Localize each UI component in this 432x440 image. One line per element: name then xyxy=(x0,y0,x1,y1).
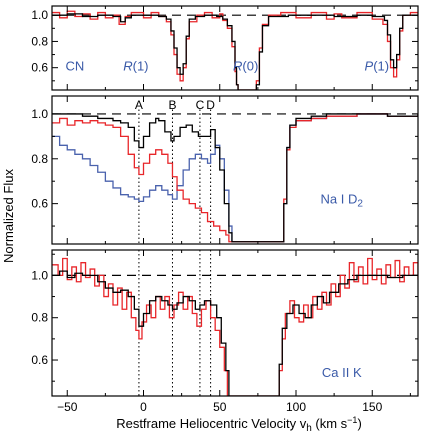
panel-ca-ii-k: 0.6 0.8 1.0 Ca II K xyxy=(31,249,419,397)
y-tick-label: 0.8 xyxy=(31,34,48,48)
label-text: Na I D xyxy=(321,192,358,207)
x-axis-label-exponent: −1 xyxy=(347,415,357,425)
label-text: CN xyxy=(65,58,84,73)
label-subscript: 2 xyxy=(357,199,363,210)
species-label: P(1) xyxy=(365,58,390,73)
spectrum-red xyxy=(52,113,418,243)
plot-frame xyxy=(51,95,419,245)
y-tick-label: 1.0 xyxy=(31,268,48,282)
plot-frame xyxy=(51,5,419,91)
x-axis-label-unit-close: ) xyxy=(357,416,361,431)
y-tick-label: 0.8 xyxy=(31,311,48,325)
x-tick-label: 50 xyxy=(213,400,227,414)
component-label: B xyxy=(168,98,176,112)
component-label: A xyxy=(135,98,143,112)
species-label: R(1) xyxy=(123,58,148,73)
spectrum-black xyxy=(52,13,418,90)
label-level: (1) xyxy=(133,58,149,73)
species-label: R(0) xyxy=(233,58,258,73)
x-axis-label-main: Restframe Heliocentric Velocity v xyxy=(116,416,307,431)
spectrum-red xyxy=(52,257,418,396)
label-branch: R xyxy=(123,58,132,73)
species-label: CN xyxy=(65,58,84,73)
spectrum-red xyxy=(52,10,418,90)
y-tick-label: 0.6 xyxy=(31,197,48,211)
x-tick-label: 150 xyxy=(362,400,382,414)
label-level: (1) xyxy=(373,58,389,73)
panel-cn: 0.60.81.0CN R(1) R(0) P(1) xyxy=(31,5,419,91)
y-tick-label: 0.6 xyxy=(31,353,48,367)
panel-na-d2: A B C D 0.6 0.8 1.0 Na I D2 xyxy=(31,95,419,245)
spectrum-black xyxy=(52,270,418,396)
component-label: C xyxy=(196,98,205,112)
x-tick-label: 0 xyxy=(140,400,147,414)
label-branch: R xyxy=(233,58,242,73)
x-tick-label: −50 xyxy=(57,400,78,414)
plot-frame xyxy=(51,249,419,397)
component-label: D xyxy=(206,98,215,112)
label-branch: P xyxy=(365,58,374,73)
y-tick-label: 1.0 xyxy=(31,107,48,121)
y-tick-label: 1.0 xyxy=(31,8,48,22)
y-tick-label: 0.8 xyxy=(31,152,48,166)
x-tick-labels: −50 0 50 100 150 xyxy=(57,400,383,414)
label-level: (0) xyxy=(242,58,258,73)
species-label: Na I D2 xyxy=(321,192,364,210)
x-tick-label: 100 xyxy=(286,400,306,414)
spectrum-black xyxy=(52,113,418,243)
label-text: Ca II K xyxy=(322,365,362,380)
species-label: Ca II K xyxy=(322,365,362,380)
x-axis-label: Restframe Heliocentric Velocity vh (km s… xyxy=(116,415,362,434)
x-axis-label-unit: (km s xyxy=(312,416,348,431)
y-tick-label: 0.6 xyxy=(31,61,48,75)
x-axis-label-subscript: h xyxy=(306,423,312,434)
y-axis-label: Normalized Flux xyxy=(1,169,16,263)
spectrum-blue xyxy=(52,113,418,243)
